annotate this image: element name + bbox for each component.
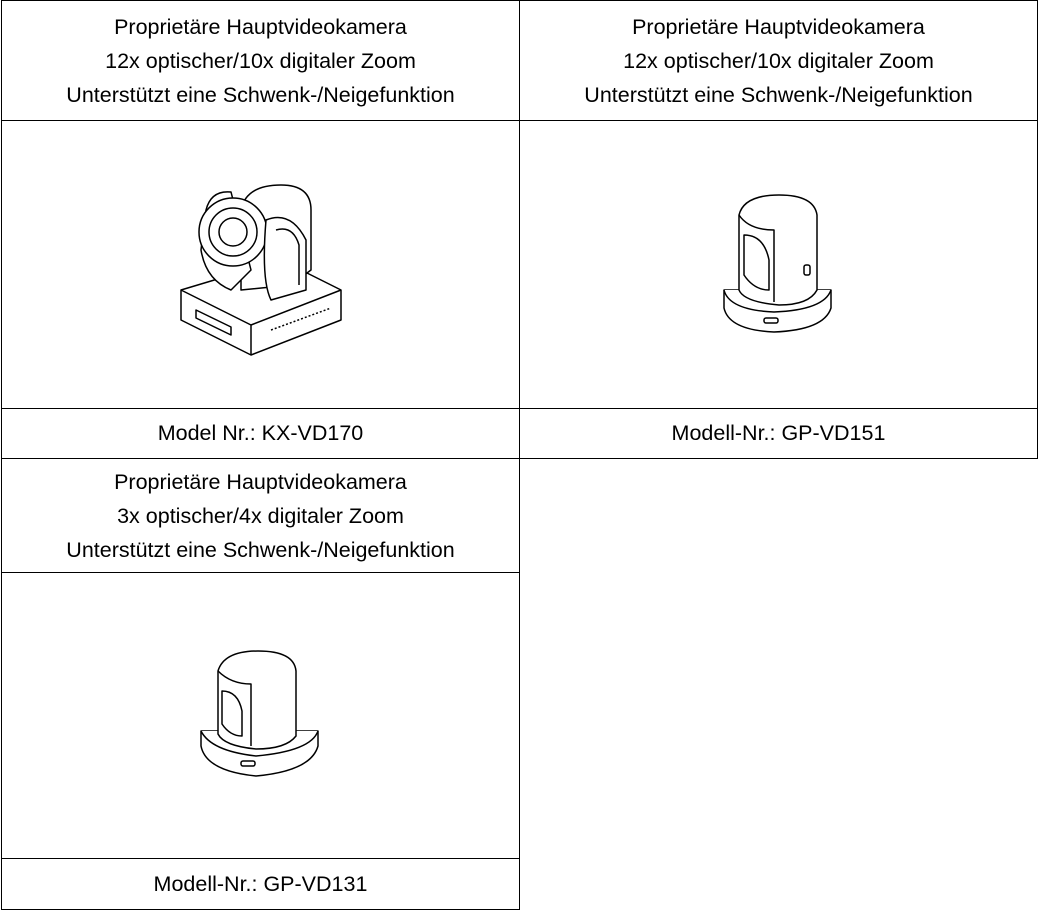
image-cell — [519, 120, 1038, 409]
description-line: Unterstützt eine Schwenk-/Neigefunktion — [66, 82, 455, 107]
description-line: Proprietäre Hauptvideokamera — [114, 469, 407, 494]
description-line: Proprietäre Hauptvideokamera — [632, 14, 925, 39]
description-line: 12x optischer/10x digitaler Zoom — [105, 48, 416, 73]
dome-camera-image — [722, 193, 832, 333]
model-label: Model Nr.: KX-VD170 — [157, 421, 364, 445]
model-cell: Modell-Nr.: GP-VD131 — [1, 858, 520, 910]
image-cell — [1, 572, 520, 859]
ptz-camera-image — [179, 183, 342, 356]
model-label: Modell-Nr.: GP-VD131 — [153, 871, 368, 896]
image-cell — [1, 120, 520, 409]
description-line: Unterstützt eine Schwenk-/Neigefunktion — [584, 82, 973, 107]
model-cell: Model Nr.: KX-VD170 — [1, 408, 520, 459]
description-cell: Proprietäre Hauptvideokamera 12x optisch… — [519, 0, 1038, 121]
description-line: Proprietäre Hauptvideokamera — [114, 14, 407, 39]
description-line: 12x optischer/10x digitaler Zoom — [623, 48, 934, 73]
description-line: Unterstützt eine Schwenk-/Neigefunktion — [66, 537, 455, 562]
description-cell: Proprietäre Hauptvideokamera 12x optisch… — [1, 0, 520, 121]
description-line: 3x optischer/4x digitaler Zoom — [117, 503, 404, 528]
model-cell: Modell-Nr.: GP-VD151 — [519, 408, 1038, 459]
description-cell: Proprietäre Hauptvideokamera 3x optische… — [1, 458, 520, 573]
dome-camera-image — [199, 649, 319, 777]
model-label: Modell-Nr.: GP-VD151 — [671, 421, 886, 445]
